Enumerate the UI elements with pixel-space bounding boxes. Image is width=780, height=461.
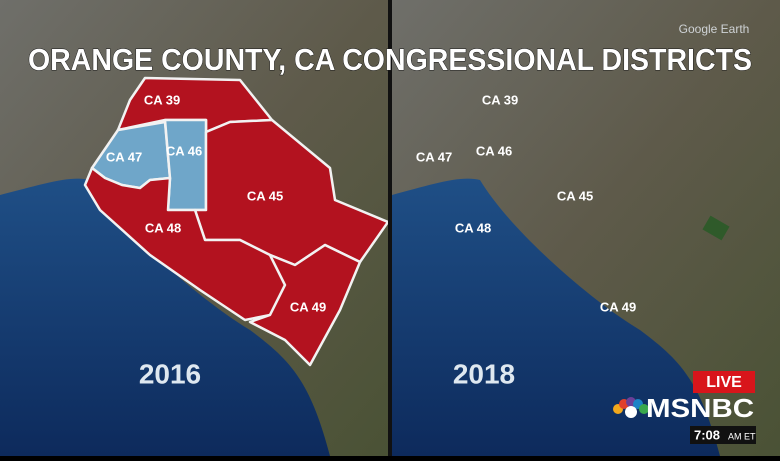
divider bbox=[388, 0, 392, 456]
district-labels: CA 39 CA 47 CA 46 CA 45 CA 48 CA 49 2018 bbox=[416, 92, 636, 389]
title: ORANGE COUNTY, CA CONGRESSIONAL DISTRICT… bbox=[28, 42, 752, 77]
satellite-background bbox=[392, 0, 780, 456]
district-label: CA 49 bbox=[600, 299, 636, 314]
live-box bbox=[693, 371, 755, 393]
time-suffix: AM ET bbox=[728, 431, 756, 441]
year-label: 2018 bbox=[453, 358, 515, 389]
district-label: CA 39 bbox=[144, 92, 180, 107]
network-bug: LIVE MSNBC 7:08 AM ET bbox=[613, 371, 756, 444]
district-label: CA 45 bbox=[247, 188, 283, 203]
time-box bbox=[690, 426, 756, 444]
district bbox=[83, 166, 287, 322]
live-label: LIVE bbox=[706, 374, 742, 391]
district-label: CA 48 bbox=[455, 220, 491, 235]
district-label: CA 45 bbox=[557, 188, 593, 203]
district-labels: CA 39 CA 47 CA 46 CA 45 CA 48 CA 49 2016 bbox=[106, 92, 326, 389]
district-label: CA 48 bbox=[145, 220, 181, 235]
district-label: CA 49 bbox=[290, 299, 326, 314]
district-label: CA 47 bbox=[106, 149, 142, 164]
network-name: MSNBC bbox=[646, 393, 754, 423]
district-map bbox=[83, 76, 388, 367]
district-label: CA 39 bbox=[482, 92, 518, 107]
network-logo bbox=[613, 397, 649, 418]
district bbox=[248, 243, 362, 367]
year-label: 2016 bbox=[139, 358, 201, 389]
district-label: CA 47 bbox=[416, 149, 452, 164]
district-label: CA 46 bbox=[476, 143, 512, 158]
time: 7:08 bbox=[694, 427, 720, 442]
district bbox=[163, 118, 208, 212]
district-label: CA 46 bbox=[166, 143, 202, 158]
watermark: Google Earth bbox=[679, 22, 750, 36]
